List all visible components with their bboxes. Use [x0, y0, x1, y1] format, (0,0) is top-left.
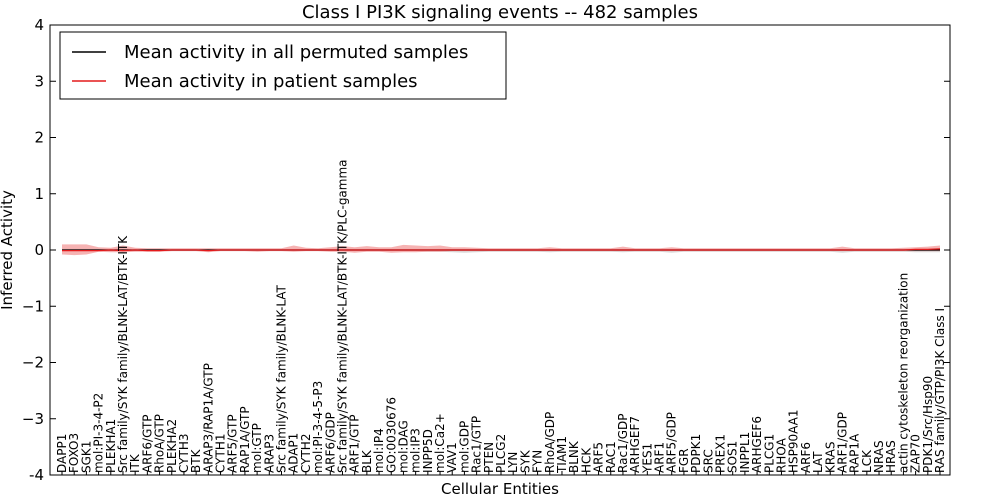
series-line-patient: [62, 248, 941, 252]
x-tick-label: mol:DAG: [396, 420, 410, 473]
x-tick-label: FGR: [677, 448, 691, 473]
y-tick-label: 4: [34, 16, 44, 34]
x-tick-label: ARHGEF7: [628, 416, 642, 473]
x-tick-label: ARF5/GDP: [665, 412, 679, 473]
x-tick-label: mol:PI-3-4-P2: [92, 393, 106, 473]
x-tick-label: ADAP1: [287, 433, 301, 473]
x-tick-label: PLCG1: [762, 434, 776, 473]
x-tick-label: ARF5/GTP: [226, 414, 240, 473]
x-tick-label: RhoA/GTP: [153, 414, 167, 473]
x-tick-label: RAC1: [604, 441, 618, 473]
x-tick-label: SGK1: [79, 441, 93, 473]
x-tick-label: ARF1: [653, 442, 667, 473]
legend: Mean activity in all permuted samples Mea…: [59, 31, 507, 100]
x-tick-label: mol:GDP: [457, 421, 471, 473]
x-tick-label: Src family/SYK family/BLNK-LAT/BTK-ITK/P…: [336, 159, 350, 473]
x-tick-label: GO:0030676: [384, 397, 398, 473]
x-tick-label: TIAM1: [555, 436, 569, 474]
x-tick-label: RhoA/GDP: [543, 412, 557, 473]
x-tick-label: PLEKHA2: [165, 419, 179, 473]
x-tick-label: BLNK: [567, 440, 581, 473]
x-tick-label: LAT: [811, 451, 825, 473]
y-tick-label: -4: [29, 466, 44, 484]
x-tick-label: RAP1A: [848, 433, 862, 473]
x-tick-label: SOS1: [726, 441, 740, 473]
y-tick-label: −3: [22, 410, 44, 428]
legend-box: [59, 31, 507, 100]
x-tick-label: Rac1/GDP: [616, 413, 630, 472]
x-tick-label: ARF1/GTP: [348, 414, 362, 473]
x-tick-label: ZAP70: [909, 434, 923, 473]
y-tick-label: 1: [34, 185, 44, 203]
x-tick-label: INPPL1: [738, 432, 752, 473]
x-tick-label: SYK: [518, 449, 532, 473]
y-tick-label: −2: [22, 354, 44, 372]
x-tick-label: RAP1A/GTP: [238, 406, 252, 473]
x-tick-label: actin cytoskeleton reorganization: [896, 273, 910, 473]
x-axis-label: Cellular Entities: [441, 480, 559, 498]
x-tick-label: PREX1: [714, 434, 728, 473]
x-tick-label: Src family/SYK family/BLNK-LAT: [275, 284, 289, 473]
y-tick-label: 0: [34, 241, 44, 259]
x-tick-label: CYTH2: [299, 434, 313, 474]
x-tick-label: INPP5D: [421, 429, 435, 473]
x-tick-label: PLCG2: [494, 434, 508, 473]
x-tick-label: LCK: [860, 449, 874, 473]
x-tick-label: Rac1/GTP: [470, 416, 484, 473]
chart-title: Class I PI3K signaling events -- 482 sam…: [302, 2, 698, 23]
y-axis-label: Inferred Activity: [0, 190, 16, 310]
x-tick-label: ARAP3: [262, 434, 276, 473]
x-tick-label: mol:Ca2+: [433, 413, 447, 473]
x-tick-label: mol:IP3: [409, 428, 423, 473]
x-tick-label: FYN: [531, 450, 545, 473]
x-tick-label: ARF6: [799, 442, 813, 473]
x-tick-label: FOXO3: [67, 433, 81, 473]
x-tick-label: PDPK1: [689, 434, 703, 473]
x-tick-label: HRAS: [884, 440, 898, 473]
x-tick-label: KRAS: [823, 442, 837, 474]
x-tick-label: ARF5: [592, 442, 606, 473]
x-tick-label: ARAP3/RAP1A/GTP: [201, 363, 215, 473]
x-tick-label: PLEKHA1: [104, 419, 118, 473]
y-tick-label: −1: [22, 297, 44, 315]
x-tick-label: PDK1/Src/Hsp90: [921, 376, 935, 473]
x-tick-label: mol:PI-3-4-5-P3: [311, 381, 325, 473]
x-tick-label: mol:IP4: [372, 428, 386, 473]
x-tick-label: NRAS: [872, 440, 886, 473]
x-tick-label: ARF1/GDP: [835, 412, 849, 473]
x-tick-label: VAV1: [445, 442, 459, 473]
y-tick-label: 3: [34, 72, 44, 90]
x-tick-label: HSP90AA1: [787, 409, 801, 473]
x-tick-label: ARF6/GDP: [323, 412, 337, 473]
x-tick-label: BLK: [360, 449, 374, 473]
x-tick-label: CYTH3: [177, 433, 191, 473]
x-tick-label: RHOA: [775, 437, 789, 473]
legend-entry-label: Mean activity in patient samples: [124, 71, 418, 92]
y-tick-label: 2: [34, 129, 44, 147]
x-tick-label: HCK: [579, 447, 593, 473]
x-tick-label: CYTH1: [214, 433, 228, 473]
x-tick-label: ARHGEF6: [750, 416, 764, 473]
x-tick-label: mol:GTP: [250, 423, 264, 473]
x-tick-label: PTEN: [482, 442, 496, 473]
x-tick-label: LYN: [506, 452, 520, 473]
x-tick-label: Src family/SYK family/BLNK-LAT/BTK-ITK: [116, 235, 130, 473]
legend-entry-label: Mean activity in all permuted samples: [124, 42, 468, 63]
x-tick-label: YES1: [640, 443, 654, 474]
x-tick-label: ITK: [128, 453, 142, 473]
x-tick-label: SRC: [701, 449, 715, 473]
x-tick-label: ARF6/GTP: [140, 414, 154, 473]
x-tick-label: DAPP1: [55, 434, 69, 473]
x-tick-label: RAS family/GTP/PI3K Class I: [933, 308, 947, 473]
plot-area: -4 −3 −2 −1 0 1 2 3 4 DAPP1FOXO3SGK1mol:PI-3-4-P2…: [22, 16, 951, 484]
x-tick-label: BTK: [189, 448, 203, 473]
